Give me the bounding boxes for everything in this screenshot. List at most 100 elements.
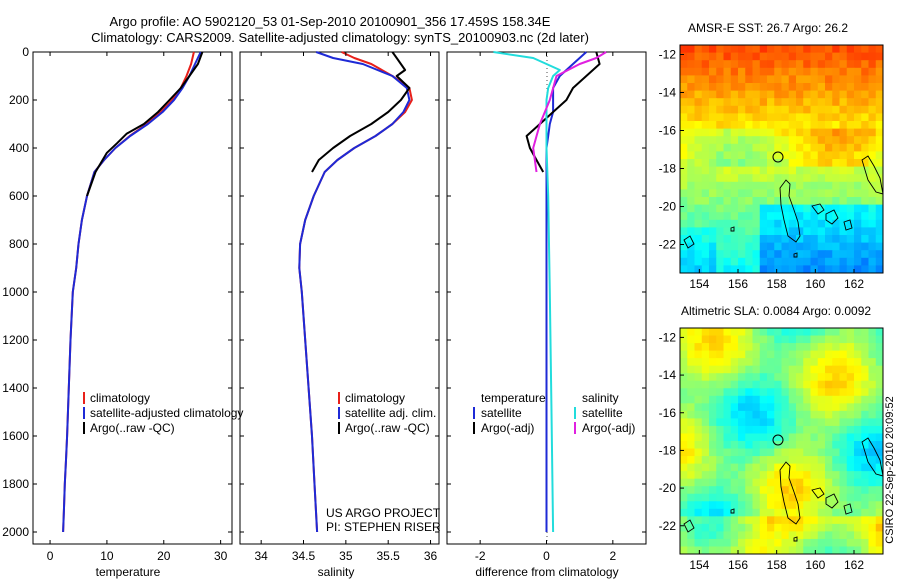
heatmap-cell bbox=[839, 90, 848, 99]
heatmap-cell bbox=[716, 358, 725, 367]
heatmap-cell bbox=[759, 67, 768, 76]
heatmap-cell bbox=[817, 60, 826, 69]
heatmap-cell bbox=[752, 493, 761, 502]
heatmap-cell bbox=[803, 456, 812, 465]
heatmap-cell bbox=[854, 242, 862, 251]
heatmap-cell bbox=[687, 52, 696, 61]
heatmap-cell bbox=[723, 242, 732, 251]
heatmap-cell bbox=[767, 121, 775, 130]
heatmap-cell bbox=[752, 478, 761, 487]
heatmap-cell bbox=[738, 212, 746, 221]
heatmap-cell bbox=[709, 60, 717, 69]
heatmap-cell bbox=[680, 380, 688, 389]
y-tick-label: 1600 bbox=[2, 429, 29, 443]
coast-west-reef bbox=[683, 235, 695, 249]
heatmap-cell bbox=[752, 538, 761, 548]
heatmap-cell bbox=[839, 516, 848, 525]
heatmap-cell bbox=[745, 508, 754, 517]
heatmap-cell bbox=[854, 373, 862, 382]
heatmap-cell bbox=[854, 197, 862, 206]
heatmap-cell bbox=[875, 265, 883, 273]
heatmap-cell bbox=[868, 486, 877, 495]
heatmap-cell bbox=[788, 418, 797, 427]
heatmap-cell bbox=[752, 181, 761, 190]
heatmap-cell bbox=[846, 335, 855, 344]
heatmap-cell bbox=[767, 52, 775, 61]
heatmap-cell bbox=[781, 335, 790, 344]
heatmap-cell bbox=[832, 516, 841, 525]
heatmap-cell bbox=[781, 448, 790, 457]
heatmap-cell bbox=[709, 380, 717, 389]
heatmap-cell bbox=[694, 60, 703, 69]
heatmap-cell bbox=[868, 128, 877, 137]
heatmap-cell bbox=[709, 425, 717, 435]
heatmap-cell bbox=[709, 395, 717, 404]
heatmap-cell bbox=[846, 493, 855, 502]
x-tick-label: 10 bbox=[100, 549, 114, 563]
heatmap-cell bbox=[803, 181, 812, 190]
heatmap-cell bbox=[716, 60, 725, 69]
heatmap-cell bbox=[796, 463, 804, 472]
heatmap-cell bbox=[832, 350, 841, 359]
heatmap-cell bbox=[730, 501, 739, 510]
heatmap-cell bbox=[810, 83, 819, 92]
heatmap-cell bbox=[680, 365, 688, 374]
heatmap-cell bbox=[832, 486, 841, 495]
heatmap-cell bbox=[709, 242, 717, 251]
heatmap-cell bbox=[738, 174, 746, 183]
heatmap-cell bbox=[854, 501, 862, 510]
heatmap-cell bbox=[738, 75, 746, 84]
heatmap-cell bbox=[745, 403, 754, 412]
heatmap-cell bbox=[832, 523, 841, 532]
heatmap-cell bbox=[723, 531, 732, 540]
heatmap-cell bbox=[810, 456, 819, 465]
heatmap-cell bbox=[803, 501, 812, 510]
heatmap-cell bbox=[854, 250, 862, 259]
heatmap-cell bbox=[846, 365, 855, 374]
heatmap-cell bbox=[709, 136, 717, 145]
heatmap-cell bbox=[839, 343, 848, 352]
heatmap-cell bbox=[738, 181, 746, 190]
heatmap-cell bbox=[854, 516, 862, 525]
heatmap-cell bbox=[738, 121, 746, 130]
heatmap-cell bbox=[694, 90, 703, 99]
heatmap-cell bbox=[788, 52, 797, 61]
heatmap-cell bbox=[723, 98, 732, 107]
heatmap-cell bbox=[854, 174, 862, 183]
heatmap-cell bbox=[817, 166, 826, 175]
heatmap-cell bbox=[825, 151, 833, 160]
heatmap-cell bbox=[817, 365, 826, 374]
heatmap-cell bbox=[875, 478, 883, 487]
heatmap-cell bbox=[687, 508, 696, 517]
heatmap-cell bbox=[788, 219, 797, 228]
heatmap-cell bbox=[738, 257, 746, 266]
heatmap-cell bbox=[803, 471, 812, 480]
heatmap-cell bbox=[759, 478, 768, 487]
heatmap-cell bbox=[752, 508, 761, 517]
x-tick-label: 34 bbox=[254, 549, 268, 563]
heatmap-cell bbox=[745, 151, 754, 160]
heatmap-cell bbox=[796, 45, 804, 54]
heatmap-cell bbox=[810, 121, 819, 130]
heatmap-cell bbox=[861, 471, 870, 480]
heatmap-cell bbox=[694, 235, 703, 244]
heatmap-cell bbox=[723, 121, 732, 130]
heatmap-cell bbox=[868, 136, 877, 145]
heatmap-cell bbox=[767, 448, 775, 457]
heatmap-cell bbox=[868, 531, 877, 540]
heatmap-cell bbox=[796, 373, 804, 382]
heatmap-cell bbox=[839, 60, 848, 69]
heatmap-cell bbox=[875, 45, 883, 54]
heatmap-cell bbox=[803, 418, 812, 427]
heatmap-cell bbox=[716, 159, 725, 168]
heatmap-cell bbox=[846, 98, 855, 107]
heatmap-cell bbox=[825, 425, 833, 435]
heatmap-cell bbox=[796, 136, 804, 145]
heatmap-cell bbox=[723, 343, 732, 352]
heatmap-cell bbox=[774, 105, 783, 114]
heatmap-cell bbox=[803, 433, 812, 442]
heatmap-cell bbox=[738, 463, 746, 472]
heatmap-cell bbox=[723, 189, 732, 198]
heatmap-cell bbox=[730, 265, 739, 273]
heatmap-cell bbox=[687, 486, 696, 495]
